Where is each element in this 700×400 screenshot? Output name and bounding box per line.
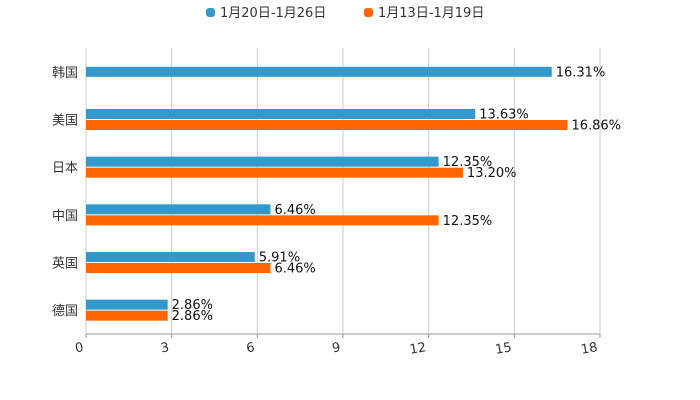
- data-label: 5.91%: [259, 251, 300, 266]
- x-tick-label: 6: [245, 340, 256, 356]
- grid: [85, 48, 601, 334]
- x-tick-label: 18: [580, 340, 599, 358]
- bar-series-1: [86, 204, 271, 215]
- legend-label-series-2: 1月13日-1月19日: [378, 6, 484, 21]
- x-axis: 0 3 6 9 12 15 18: [74, 333, 601, 358]
- category-label: 日本: [52, 161, 78, 176]
- legend-marker-series-1: [206, 8, 215, 17]
- x-tick-label: 0: [74, 340, 85, 356]
- bar-series-2: [86, 263, 271, 273]
- legend-label-series-1: 1月20日-1月26日: [220, 6, 326, 21]
- x-tick-label: 12: [408, 340, 427, 358]
- value-labels: 16.31%13.63%16.86%12.35%13.20%6.46%12.35…: [172, 65, 621, 324]
- bar-series-1: [86, 156, 439, 167]
- bar-series-2: [86, 120, 568, 130]
- bars: [86, 66, 568, 321]
- category-label: 韩国: [52, 66, 78, 81]
- bar-series-1: [86, 109, 476, 119]
- bar-series-2: [86, 167, 463, 178]
- data-label: 16.86%: [571, 119, 621, 134]
- data-label: 2.86%: [172, 298, 213, 313]
- data-label: 12.35%: [443, 214, 493, 229]
- data-label: 12.35%: [443, 155, 493, 170]
- x-tick-label: 3: [160, 340, 171, 356]
- category-label: 德国: [52, 304, 78, 319]
- legend-marker-series-2: [364, 8, 373, 17]
- category-label: 中国: [52, 209, 78, 224]
- category-label: 美国: [52, 114, 78, 129]
- bar-series-2: [86, 310, 168, 321]
- data-label: 6.46%: [274, 262, 315, 277]
- data-label: 16.31%: [556, 65, 606, 80]
- legend: 1月20日-1月26日 1月13日-1月19日: [206, 6, 484, 21]
- bar-series-1: [86, 299, 168, 310]
- x-tick-label: 15: [494, 340, 513, 358]
- data-label: 13.63%: [479, 108, 529, 123]
- category-label: 英国: [52, 257, 78, 272]
- bar-series-2: [86, 215, 439, 226]
- data-label: 2.86%: [172, 309, 213, 324]
- x-tick-label: 9: [331, 340, 342, 356]
- bar-series-1: [86, 66, 552, 77]
- bar-series-1: [86, 252, 255, 262]
- data-label: 6.46%: [274, 203, 315, 218]
- data-label: 13.20%: [467, 166, 517, 181]
